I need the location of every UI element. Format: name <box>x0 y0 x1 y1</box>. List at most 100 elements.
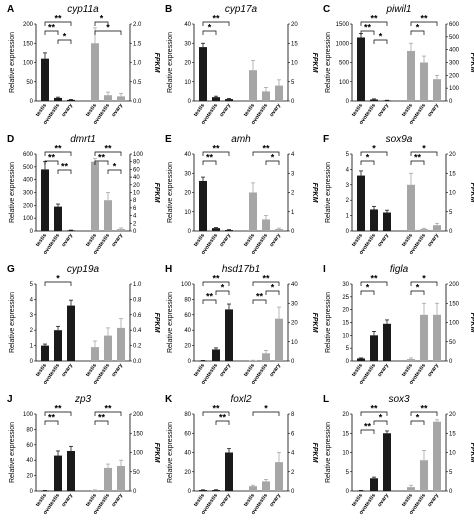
panel-letter: I <box>323 264 326 275</box>
left-tick-label: 80 <box>184 297 191 303</box>
y-axis-label-left: Relative expression <box>325 162 332 223</box>
significance-marker: ** <box>256 292 264 302</box>
significance-bracket <box>410 420 425 425</box>
y-axis-label-left: Relative expression <box>167 292 174 353</box>
y-axis-label-left: Relative expression <box>325 32 332 93</box>
significance-bracket <box>360 151 388 156</box>
gene-title: cyp11a <box>67 4 99 15</box>
left-tick-label: 0 <box>188 99 192 105</box>
significance-bracket <box>265 290 280 295</box>
gene-title: figla <box>390 264 409 275</box>
left-tick-label: 15 <box>342 321 349 327</box>
significance-bracket <box>94 21 109 26</box>
right-tick-label: 20 <box>449 152 456 158</box>
right-tick-label: 200 <box>449 73 460 79</box>
panel-letter: K <box>165 394 173 405</box>
significance-marker: * <box>366 153 370 163</box>
panel-letter: B <box>165 4 172 15</box>
significance-marker: ** <box>206 153 214 163</box>
left-tick-label: 20 <box>184 61 191 67</box>
bar <box>262 353 270 361</box>
right-tick-label: 0 <box>449 359 453 365</box>
bar <box>41 345 49 361</box>
significance-bracket <box>215 290 230 295</box>
left-tick-label: 400 <box>23 178 34 184</box>
significance-bracket <box>94 160 109 165</box>
right-tick-label: 20 <box>291 321 298 327</box>
right-tick-label: 2 <box>291 470 295 476</box>
bar <box>275 85 283 101</box>
right-tick-label: 6 <box>291 431 295 437</box>
right-tick-label: 0 <box>291 489 295 495</box>
significance-marker: ** <box>98 153 106 163</box>
significance-bracket <box>202 21 230 26</box>
significance-marker: ** <box>48 413 56 423</box>
left-tick-label: 0 <box>346 359 350 365</box>
right-tick-label: 3 <box>291 171 295 177</box>
bar <box>199 490 207 491</box>
bar <box>433 79 441 101</box>
right-tick-label: 4 <box>291 152 295 158</box>
significance-bracket <box>360 290 375 295</box>
significance-bracket <box>410 21 438 26</box>
significance-marker: ** <box>61 162 69 172</box>
bar <box>249 70 257 101</box>
bar <box>117 229 125 231</box>
left-tick-label: 4 <box>346 167 350 173</box>
left-tick-label: 1000 <box>336 41 350 47</box>
right-tick-label: 0 <box>133 489 137 495</box>
significance-marker: ** <box>104 404 112 414</box>
significance-marker: ** <box>98 413 106 423</box>
right-tick-label: 100 <box>449 321 460 327</box>
left-tick-label: 40 <box>184 22 191 28</box>
right-tick-label: 20 <box>291 22 298 28</box>
left-tick-label: 500 <box>339 61 350 67</box>
panel-letter: J <box>7 394 13 405</box>
bar <box>225 230 233 231</box>
bar <box>249 360 257 362</box>
significance-marker: * <box>271 153 275 163</box>
y-axis-label-right: FPKM <box>311 443 318 463</box>
significance-bracket <box>252 411 280 416</box>
category-label: ovary <box>427 362 441 378</box>
significance-bracket <box>202 30 217 35</box>
bar <box>54 97 62 101</box>
significance-marker: ** <box>212 144 220 154</box>
significance-marker: * <box>221 283 225 293</box>
significance-marker: * <box>264 404 268 414</box>
significance-marker: * <box>416 283 420 293</box>
bar <box>262 219 270 231</box>
significance-marker: * <box>416 413 420 423</box>
y-axis-label-right: FPKM <box>469 443 474 463</box>
right-tick-label: 0.0 <box>133 99 142 105</box>
gene-title: piwil1 <box>385 4 411 15</box>
right-tick-label: 10 <box>291 340 298 346</box>
right-tick-label: 0.5 <box>133 80 142 86</box>
left-tick-label: 20 <box>26 474 33 480</box>
y-axis-label-left: Relative expression <box>9 162 16 223</box>
gene-title: zp3 <box>74 394 92 405</box>
significance-marker: * <box>416 23 420 33</box>
bar <box>420 460 428 491</box>
significance-bracket <box>94 151 122 156</box>
significance-marker: * <box>422 144 426 154</box>
left-tick-label: 0 <box>346 229 350 235</box>
significance-marker: ** <box>212 404 220 414</box>
right-tick-label: 8 <box>291 412 295 418</box>
bar <box>91 43 99 101</box>
panel-letter: C <box>323 4 330 15</box>
significance-marker: * <box>63 32 67 42</box>
right-tick-label: 500 <box>449 35 460 41</box>
left-tick-label: 5 <box>346 470 350 476</box>
left-tick-label: 40 <box>184 152 191 158</box>
bar <box>433 314 441 361</box>
bar <box>407 359 415 361</box>
left-tick-label: 60 <box>26 443 33 449</box>
significance-marker: ** <box>54 404 62 414</box>
right-tick-label: 200 <box>449 282 460 288</box>
left-tick-label: 0 <box>30 99 34 105</box>
